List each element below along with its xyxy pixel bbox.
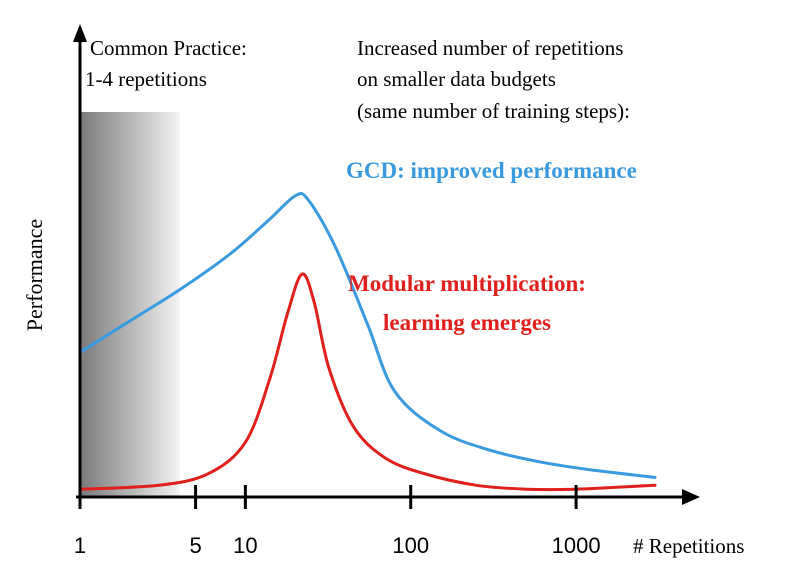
x-axis-label: # Repetitions xyxy=(633,534,744,558)
modular-multiplication-series-line xyxy=(78,272,657,492)
x-tick-label: 1 xyxy=(74,533,86,558)
x-axis-arrowhead xyxy=(682,489,700,505)
repetitions-note-line-1: Increased number of repetitions xyxy=(357,36,623,60)
repetitions-note-line-2: on smaller data budgets xyxy=(357,67,556,91)
y-axis-label: Performance xyxy=(22,219,47,331)
x-tick-label: 10 xyxy=(233,533,257,558)
x-tick-label: 1000 xyxy=(552,533,601,558)
gcd-series-line xyxy=(78,192,657,479)
y-axis-arrowhead xyxy=(73,24,87,42)
x-tick-label: 100 xyxy=(392,533,429,558)
common-practice-label-line-2: 1-4 repetitions xyxy=(85,67,207,91)
common-practice-label-line-1: Common Practice: xyxy=(90,36,247,60)
modular-series-label-line-1: Modular multiplication: xyxy=(348,271,586,296)
repetitions-note-line-3: (same number of training steps): xyxy=(357,99,630,123)
x-tick-layer: 1 5 10 100 1000 xyxy=(74,485,601,558)
common-practice-shaded-region xyxy=(80,112,180,497)
modular-series-label-line-2: learning emerges xyxy=(383,310,551,335)
x-tick-label: 5 xyxy=(189,533,201,558)
series-layer xyxy=(78,192,657,492)
gcd-series-label: GCD: improved performance xyxy=(346,158,637,183)
